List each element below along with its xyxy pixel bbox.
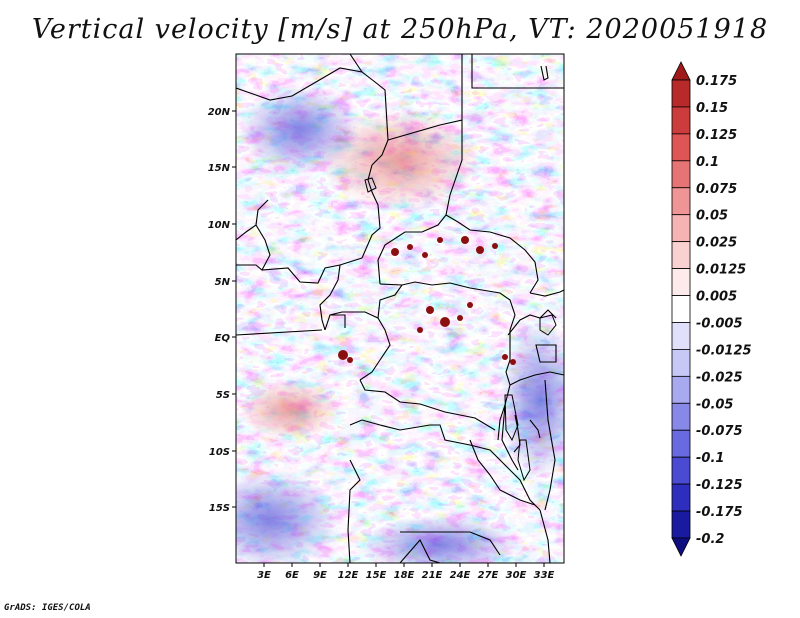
lat-label: 5S [216, 390, 230, 401]
lon-label: 21E [422, 570, 443, 581]
colorbar-swatch [671, 375, 691, 404]
grads-credit: GrADS: IGES/COLA [4, 603, 91, 613]
colorbar-label: 0.1 [696, 155, 719, 170]
colorbar-label: -0.05 [696, 397, 733, 412]
lat-label: 15N [208, 163, 231, 174]
lon-label: 33E [534, 570, 555, 581]
colorbar-label: -0.0125 [696, 343, 752, 358]
colorbar-swatch [671, 241, 691, 269]
colorbar-label: 0.0125 [696, 263, 746, 278]
colorbar-label: -0.1 [696, 451, 724, 466]
lon-label: 18E [394, 570, 415, 581]
lon-label: 27E [478, 570, 499, 581]
lat-label: 15S [209, 503, 230, 514]
axis-ticks [232, 110, 545, 567]
colorbar-swatch [671, 456, 691, 485]
colorbar-swatch [671, 429, 691, 458]
colorbar-label: 0.175 [696, 74, 737, 89]
colorbar-swatch [671, 483, 691, 512]
colorbar-label: 0.125 [696, 128, 737, 143]
colorbar-swatch [671, 133, 691, 162]
colorbar-swatch [671, 214, 691, 243]
colorbar-label: 0.075 [696, 182, 737, 197]
map-title: Vertical velocity [m/s] at 250hPa, VT: 2… [31, 14, 769, 45]
colorbar-swatch [671, 106, 691, 135]
colorbar-label: 0.05 [696, 209, 728, 224]
map-frame [235, 53, 565, 564]
colorbar-label: 0.15 [696, 101, 728, 116]
colorbar-swatch [671, 402, 691, 431]
colorbar-swatch [671, 160, 691, 189]
lon-label: 3E [257, 570, 271, 581]
lon-labels: 3E 6E 9E 12E 15E 18E 21E 24E 27E 30E 33E [257, 570, 554, 581]
colorbar-swatch [671, 187, 691, 216]
lon-label: 6E [285, 570, 299, 581]
colorbar-swatch [671, 268, 691, 296]
lat-label: 5N [215, 277, 231, 288]
lat-label: EQ [215, 333, 231, 344]
colorbar-swatch [671, 61, 691, 81]
lat-label: 10S [209, 447, 230, 458]
velocity-field [236, 54, 564, 563]
colorbar-swatch [671, 295, 691, 323]
colorbar-label: -0.005 [696, 316, 743, 331]
colorbar-swatch [671, 537, 691, 557]
colorbar-label: -0.025 [696, 370, 743, 385]
lon-label: 30E [506, 570, 527, 581]
lakes [364, 177, 557, 482]
colorbar-label: 0.005 [696, 290, 737, 305]
colorbar-swatch [671, 510, 691, 539]
colorbar-swatch [671, 322, 691, 350]
colorbar-label: -0.125 [696, 478, 743, 493]
colorbar-label: -0.175 [696, 505, 743, 520]
colorbar: 0.175 0.15 0.125 0.1 0.075 0.05 0.025 0.0125 0.0… [671, 61, 752, 557]
colorbar-label: -0.2 [696, 532, 724, 547]
lon-label: 24E [450, 570, 471, 581]
country-borders [236, 54, 564, 563]
colorbar-label: -0.075 [696, 424, 743, 439]
lat-label: 20N [208, 107, 231, 118]
lon-label: 15E [366, 570, 387, 581]
colorbar-swatch [671, 349, 691, 377]
convective-cells [338, 236, 516, 365]
colorbar-swatch [671, 79, 691, 108]
lon-label: 12E [338, 570, 359, 581]
colorbar-label: 0.025 [696, 236, 737, 251]
lat-labels: 20N 15N 10N 5N EQ 5S 10S 15S [208, 107, 231, 514]
lon-label: 9E [313, 570, 327, 581]
lat-label: 10N [208, 220, 231, 231]
